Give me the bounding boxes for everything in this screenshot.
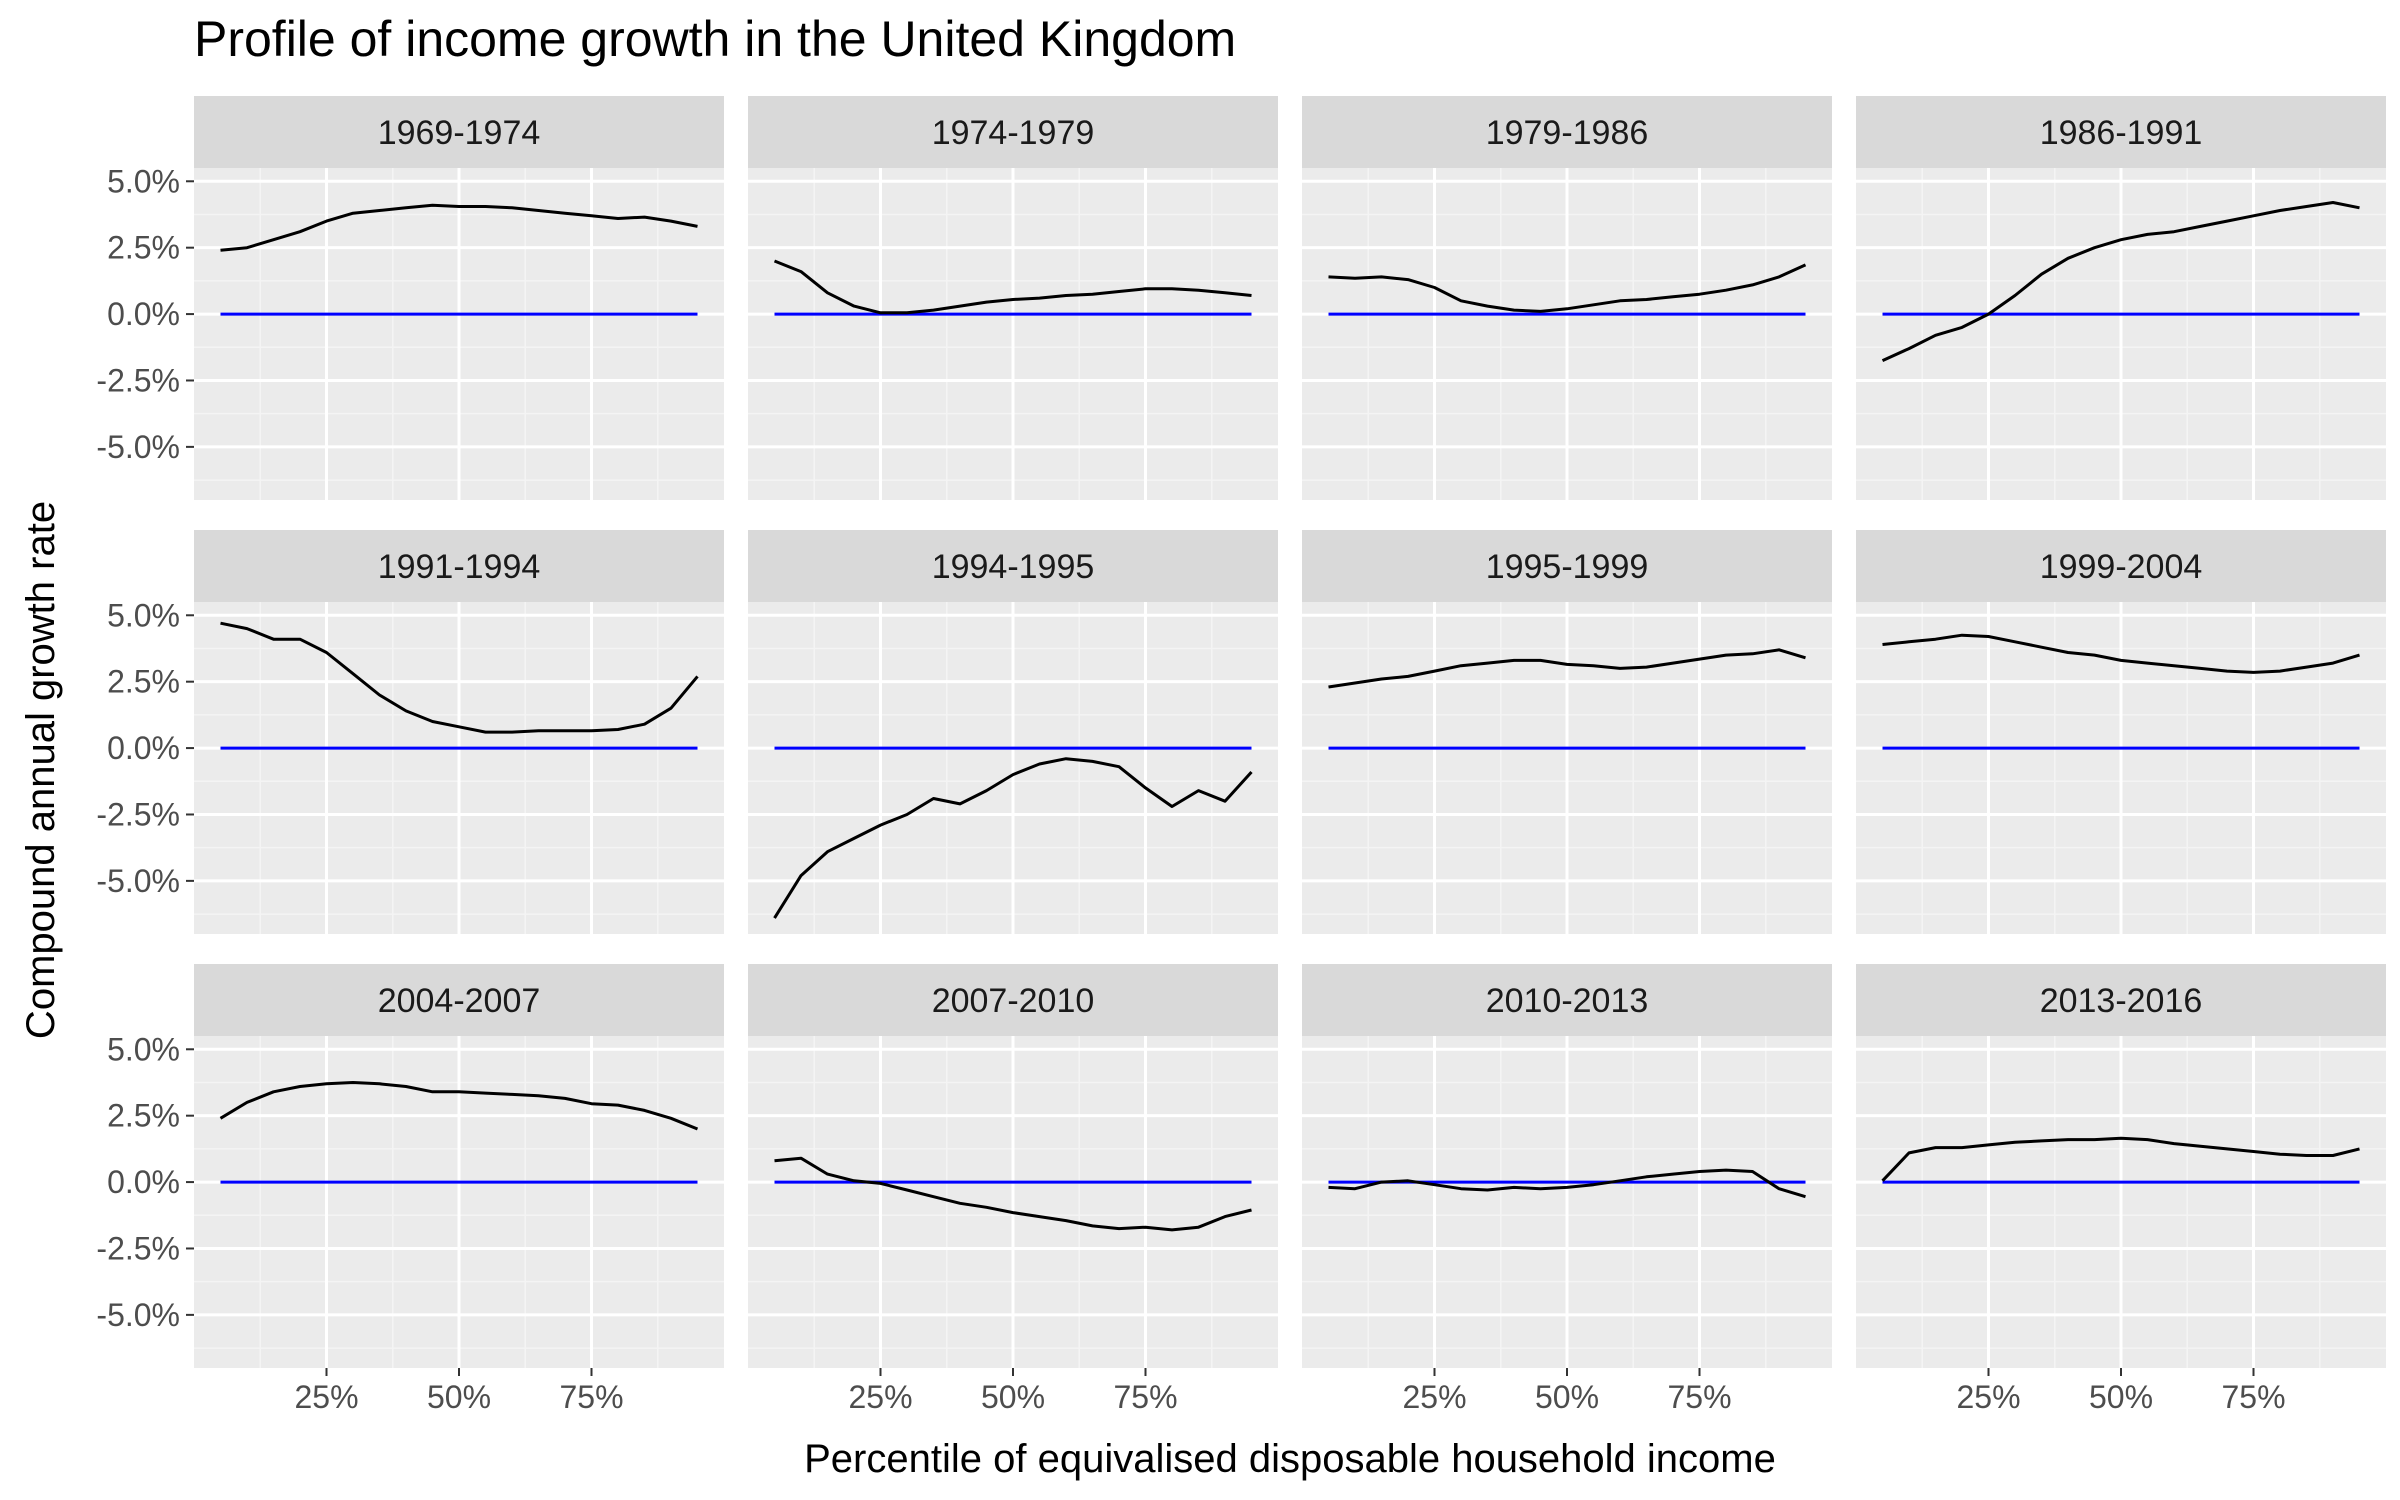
chart-title: Profile of income growth in the United K… — [194, 11, 1236, 67]
facet-strip — [194, 964, 724, 1036]
facet-strip-label: 2004-2007 — [378, 982, 541, 1020]
x-axis-title: Percentile of equivalised disposable hou… — [804, 1437, 1776, 1481]
facet-strip — [194, 96, 724, 168]
y-tick-label: 0.0% — [107, 1164, 180, 1200]
facet-panel: 2004-2007 — [194, 964, 724, 1368]
facet-strip-label: 2007-2010 — [932, 982, 1095, 1020]
facet-strip-label: 1979-1986 — [1486, 114, 1649, 152]
y-axis-title: Compound annual growth rate — [19, 501, 63, 1039]
x-tick-label: 75% — [1667, 1379, 1731, 1415]
facet-strip-label: 1969-1974 — [378, 114, 541, 152]
growth-series-line — [1881, 1136, 2360, 1182]
y-tick-label: -2.5% — [96, 796, 180, 832]
x-tick-label: 25% — [294, 1379, 358, 1415]
facet-strip — [1302, 96, 1832, 168]
facet-strip-label: 2010-2013 — [1486, 982, 1649, 1020]
y-tick-label: 2.5% — [107, 664, 180, 700]
facet-strip-label: 1986-1991 — [2040, 114, 2203, 152]
x-tick-label: 75% — [559, 1379, 623, 1415]
facet-panel: 1974-1979 — [748, 96, 1278, 500]
facet-panel: 2007-2010 — [748, 964, 1278, 1368]
y-tick-label: 0.0% — [107, 296, 180, 332]
growth-series-line — [1328, 648, 1806, 689]
y-tick-label: 2.5% — [107, 1098, 180, 1134]
growth-series-line — [774, 1156, 1252, 1232]
facet-strip — [194, 530, 724, 602]
growth-series-line — [219, 1081, 699, 1131]
growth-series-line — [1882, 633, 2360, 674]
facet-strip-label: 2013-2016 — [2040, 982, 2203, 1020]
x-axis-labels: 25% 50% 75% 25% 50% 75% 25% 50% 75% 25% 50% 75% — [294, 1368, 2286, 1415]
y-axis-labels: 5.0% 2.5% 0.0% -2.5% -5.0% 5.0% 2.5% 0.0% -2.5% -… — [96, 163, 194, 1333]
facet-panel: 1995-1999 — [1302, 530, 1832, 934]
growth-series-line — [1328, 263, 1807, 313]
facet-strip — [748, 964, 1278, 1036]
facet-panel: 1979-1986 — [1302, 96, 1832, 500]
y-tick-label: 5.0% — [107, 1031, 180, 1067]
facet-strip-label: 1999-2004 — [2040, 548, 2203, 586]
growth-series-line — [1881, 201, 2360, 362]
facet-panel: 1994-1995 — [748, 530, 1278, 934]
facet-strip — [748, 96, 1278, 168]
y-tick-label: 2.5% — [107, 230, 180, 266]
x-tick-label: 75% — [2221, 1379, 2285, 1415]
facet-strip-label: 1995-1999 — [1486, 548, 1649, 586]
x-tick-label: 50% — [2089, 1379, 2153, 1415]
facet-strip — [748, 530, 1278, 602]
facet-strip — [1302, 530, 1832, 602]
facet-panel: 1999-2004 — [1856, 530, 2386, 934]
facet-strip — [1856, 964, 2386, 1036]
facet-panel: 2010-2013 — [1302, 964, 1832, 1368]
y-tick-label: -5.0% — [96, 863, 180, 899]
x-tick-label: 25% — [1956, 1379, 2020, 1415]
growth-series-line — [773, 259, 1252, 315]
y-tick-label: 0.0% — [107, 730, 180, 766]
y-tick-label: 5.0% — [107, 597, 180, 633]
x-tick-label: 25% — [848, 1379, 912, 1415]
x-tick-label: 75% — [1113, 1379, 1177, 1415]
facet-panels: 1969-1974 1974-1979 1979-1986 1986-1991 1991… — [194, 96, 2386, 1368]
facet-strip-label: 1991-1994 — [378, 548, 541, 586]
facet-strip-label: 1994-1995 — [932, 548, 1095, 586]
y-tick-label: -2.5% — [96, 1230, 180, 1266]
growth-series-line — [1328, 1168, 1806, 1199]
growth-series-line — [220, 621, 699, 734]
facet-panel: 1986-1991 — [1856, 96, 2386, 500]
y-tick-label: -2.5% — [96, 362, 180, 398]
facet-panel: 2013-2016 — [1856, 964, 2386, 1368]
y-tick-label: 5.0% — [107, 163, 180, 199]
facet-strip — [1302, 964, 1832, 1036]
x-tick-label: 50% — [1535, 1379, 1599, 1415]
growth-series-line — [220, 203, 698, 252]
facet-strip-label: 1974-1979 — [932, 114, 1095, 152]
growth-series-line — [773, 757, 1253, 919]
y-tick-label: -5.0% — [96, 429, 180, 465]
y-tick-label: -5.0% — [96, 1297, 180, 1333]
facet-panel: 1991-1994 — [194, 530, 724, 934]
facet-panel: 1969-1974 — [194, 96, 724, 500]
x-tick-label: 50% — [981, 1379, 1045, 1415]
facet-strip — [1856, 96, 2386, 168]
x-tick-label: 25% — [1402, 1379, 1466, 1415]
facet-strip — [1856, 530, 2386, 602]
x-tick-label: 50% — [427, 1379, 491, 1415]
